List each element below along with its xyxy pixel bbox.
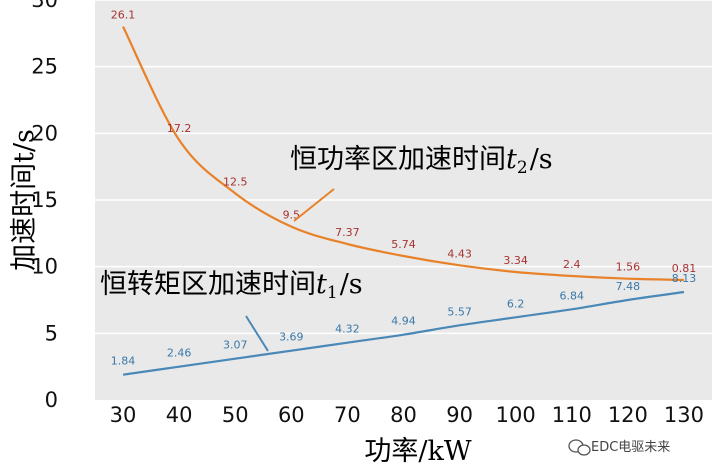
x-tick-label: 30 [110,403,137,427]
x-tick-label: 40 [166,403,193,427]
series-line-t2 [122,26,684,282]
data-label-t1: 8.13 [672,272,697,285]
x-tick-label: 60 [278,403,305,427]
annotation-t2-text: 恒功率区加速时间 [290,144,506,175]
y-tick-label: 25 [31,55,58,79]
y-axis-label: 加速时间t/s [9,129,40,271]
data-label-t2: 17.2 [167,122,192,135]
y-tick-label: 20 [31,121,58,145]
data-label-t1: 4.32 [335,323,360,336]
y-tick-label: 5 [45,321,58,345]
annotation-t1-var: t [316,269,327,300]
x-tick-label: 70 [334,403,361,427]
data-label-t1: 7.48 [616,280,641,293]
data-label-t2: 4.43 [447,247,472,260]
wechat-icon [568,439,591,456]
data-label-t1: 4.94 [391,315,416,328]
watermark-text: EDC电驱未来 [591,440,670,455]
x-tick-label: 120 [608,403,648,427]
data-label-t1: 1.84 [111,355,136,368]
svg-text:恒转矩区加速时间t1/s: 恒转矩区加速时间t1/s [100,269,363,303]
data-label-t2: 26.1 [111,9,136,22]
data-label-t1: 5.57 [447,305,472,318]
annotation-t2: 恒功率区加速时间t2/s [290,144,553,222]
x-tick-label: 130 [664,403,704,427]
svg-text:恒功率区加速时间t2/s: 恒功率区加速时间t2/s [290,144,553,178]
data-label-t1: 3.69 [279,331,304,344]
annotation-t1-text: 恒转矩区加速时间 [100,269,316,300]
data-label-t1: 2.46 [167,347,192,360]
x-tick-label: 80 [390,403,417,427]
x-tick-label: 90 [446,403,473,427]
annotation-t1: 恒转矩区加速时间t1/s [100,269,363,352]
x-tick-label: 100 [496,403,536,427]
annotation-t2-var: t [506,144,517,175]
y-tick-label: 0 [45,388,58,412]
y-tick-label: 10 [31,255,58,279]
y-tick-label: 30 [31,0,58,12]
annotation-t2-sub: 2 [517,158,528,178]
data-label-t2: 5.74 [391,238,416,251]
annotation-t1-unit: /s [340,269,363,300]
annotation-t2-leader [293,188,335,222]
data-label-t1: 6.2 [507,297,525,310]
watermark: EDC电驱未来 [568,439,670,456]
x-tick-label: 110 [552,403,592,427]
data-label-t2: 3.34 [503,254,528,267]
data-label-t2: 2.4 [563,258,581,271]
data-label-t1: 6.84 [560,289,585,302]
annotation-t1-sub: 1 [327,283,338,303]
annotation-t2-unit: /s [530,144,553,175]
y-tick-label: 15 [31,188,58,212]
annotation-t1-leader [245,315,269,352]
data-label-t2: 0.81 [672,262,697,275]
data-label-t2: 7.37 [335,226,360,239]
data-label-t2: 1.56 [616,261,641,274]
x-tick-label: 50 [222,403,249,427]
data-label-t2: 12.5 [223,175,248,188]
data-label-t2: 9.5 [283,209,301,222]
x-axis-label: 功率/kW [364,436,471,467]
data-label-t1: 3.07 [223,339,248,352]
